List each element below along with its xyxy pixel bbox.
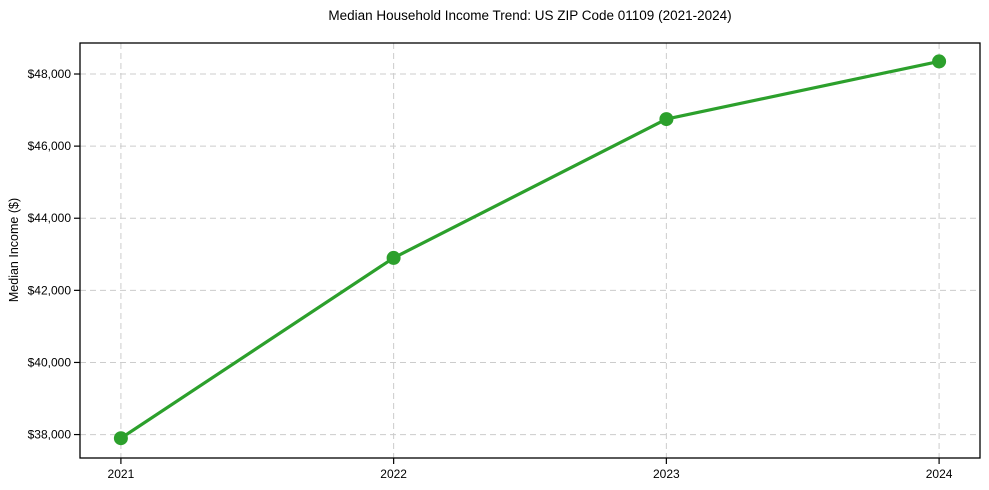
x-tick-label: 2022 (380, 467, 407, 481)
chart-title: Median Household Income Trend: US ZIP Co… (328, 8, 732, 23)
plot-border (79, 42, 981, 459)
y-tick-label: $44,000 (28, 211, 72, 225)
y-tick-label: $42,000 (28, 283, 72, 297)
data-point (659, 112, 674, 127)
x-tick-label: 2023 (653, 467, 680, 481)
y-tick-label: $40,000 (28, 355, 72, 369)
x-tick-label: 2021 (108, 467, 135, 481)
data-point (113, 431, 128, 446)
y-tick-label: $48,000 (28, 67, 72, 81)
data-point (386, 250, 401, 265)
y-tick-label: $38,000 (28, 428, 72, 442)
trend-line (119, 59, 941, 440)
y-tick-label: $46,000 (28, 139, 72, 153)
x-tick-label: 2024 (926, 467, 953, 481)
y-axis-label: Median Income ($) (7, 197, 21, 303)
data-point (932, 54, 947, 69)
